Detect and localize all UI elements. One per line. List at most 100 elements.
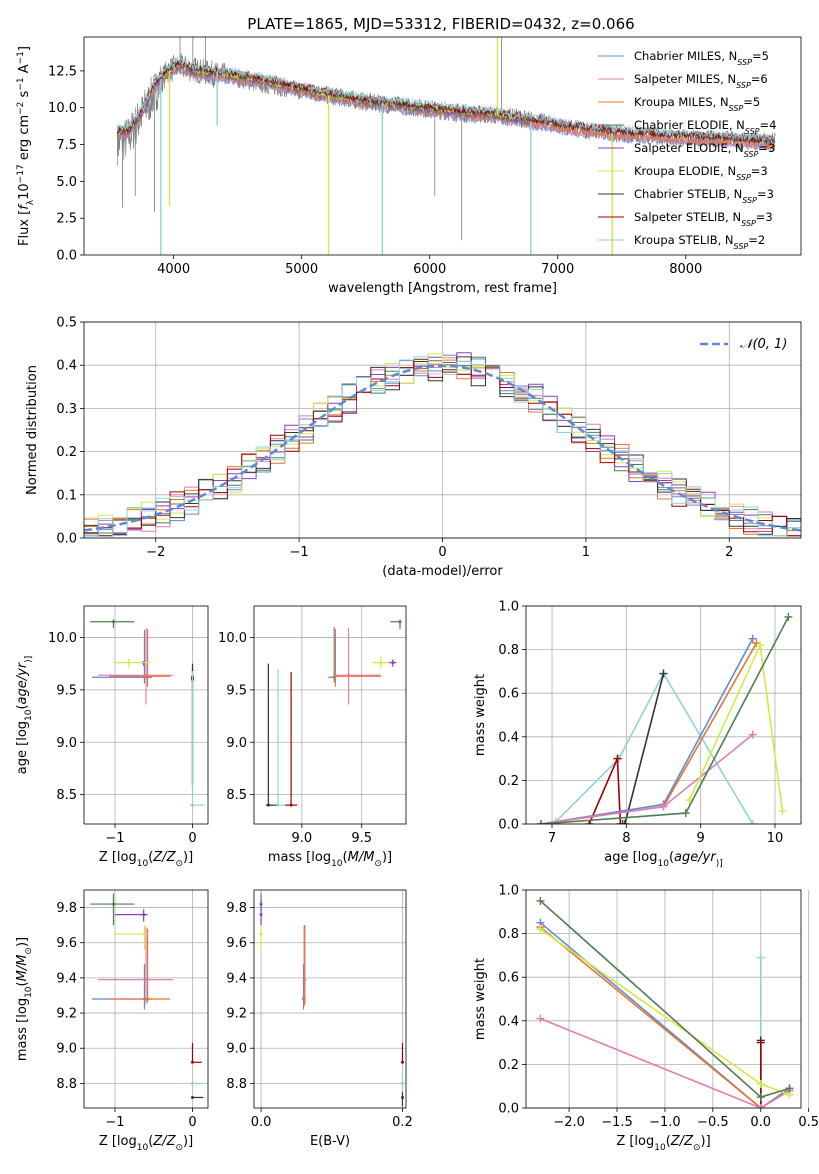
figure-title: PLATE=1865, MJD=53312, FIBERID=0432, z=0… xyxy=(247,15,634,33)
legend-subscript: SSP xyxy=(736,81,751,90)
y-axis-label-part: −1 xyxy=(16,51,26,64)
x-axis-label-part: Z [log xyxy=(99,1134,137,1149)
legend-label-normal: 𝒩(0, 1) xyxy=(740,337,787,352)
data-point xyxy=(144,978,148,982)
y-axis-label-part: )] xyxy=(15,937,30,947)
data-point xyxy=(111,902,115,906)
y-tick-label: 0.0 xyxy=(56,249,77,264)
model-spectrum-line xyxy=(116,63,533,138)
data-point xyxy=(146,997,150,1001)
x-axis-label-part: age/yr xyxy=(674,850,717,865)
x-axis-label-part: 10 xyxy=(658,859,670,869)
x-axis-label: wavelength [Angstrom, rest frame] xyxy=(328,281,557,296)
x-tick-label: −2 xyxy=(146,545,165,560)
y-tick-label: 9.4 xyxy=(226,971,247,986)
x-axis-label-part: Z [log xyxy=(616,1134,654,1149)
x-tick-label: 7000 xyxy=(541,262,574,277)
x-axis-label-part: 10 xyxy=(654,1143,666,1153)
y-tick-label: 9.8 xyxy=(226,901,247,916)
x-tick-label: 1 xyxy=(582,545,590,560)
y-axis-label: mass weight xyxy=(473,674,488,756)
x-tick-label: 5000 xyxy=(285,262,318,277)
x-tick-label: 9 xyxy=(697,831,705,846)
y-axis-label-part: )] xyxy=(24,656,34,663)
x-axis-label-part: Z/Z xyxy=(152,850,176,865)
y-tick-label: 0.8 xyxy=(498,927,519,942)
x-axis-label-part: Z/Z xyxy=(670,1134,694,1149)
y-tick-label: 9.2 xyxy=(226,1007,247,1022)
axes-frame xyxy=(253,605,407,825)
y-tick-label: 9.4 xyxy=(56,971,77,986)
y-axis-label-part: f xyxy=(17,203,32,210)
legend-nssp: =2 xyxy=(748,233,765,247)
data-point xyxy=(276,803,280,807)
plot-area-weight_vs_Z xyxy=(536,896,794,1108)
plot-area-age_vs_mass xyxy=(265,619,402,807)
x-tick-label: 0 xyxy=(188,1115,196,1130)
x-axis-label: (data-model)/error xyxy=(382,564,503,579)
x-tick-label: 9.0 xyxy=(292,831,313,846)
y-axis-label-part: −2 xyxy=(16,102,26,115)
legend-subscript: SSP xyxy=(741,219,756,228)
legend-label: Chabrier STELIB, NSSP=3 xyxy=(634,187,774,205)
normal-reference-curve xyxy=(84,364,801,532)
x-tick-label: 8 xyxy=(622,831,630,846)
y-tick-label: 1.0 xyxy=(498,884,519,899)
x-axis-label-part: )] xyxy=(183,850,193,865)
x-tick-label: −1 xyxy=(290,545,309,560)
data-point xyxy=(127,661,131,665)
y-tick-label: 9.6 xyxy=(56,936,77,951)
y-tick-label: 8.8 xyxy=(56,1077,77,1092)
x-axis-label-part: 10 xyxy=(137,1143,149,1153)
y-tick-label: 2.5 xyxy=(56,212,77,227)
y-tick-label: 9.0 xyxy=(56,1042,77,1057)
data-point xyxy=(146,674,150,678)
x-axis-label-part: ⊙ xyxy=(175,859,183,869)
x-axis-label-part: ⊙ xyxy=(693,1143,701,1153)
y-axis-label-part: Flux [ xyxy=(17,210,32,246)
x-axis-label: Z [log10(Z/Z⊙)] xyxy=(99,1134,193,1153)
residual-histogram xyxy=(84,356,801,537)
y-axis-label-part: s xyxy=(17,90,32,101)
x-axis-label-part: Z [log xyxy=(99,850,137,865)
x-tick-label: 0.2 xyxy=(392,1115,413,1130)
x-axis-label: age [log10(age/yr)] xyxy=(604,850,722,869)
x-tick-label: 6000 xyxy=(413,262,446,277)
x-axis-label-part: ( xyxy=(343,850,348,865)
panel-residuals: −2 −1 0 1 2 0.0 0.1 0.2 0.3 0.4 0.5 (data-model)/er… xyxy=(25,316,802,579)
plot-area-mass_vs_ebv xyxy=(259,893,404,1107)
x-tick-label: 4000 xyxy=(157,262,190,277)
legend-nssp: =3 xyxy=(758,141,775,155)
x-tick-label: −1 xyxy=(105,1115,124,1130)
data-point xyxy=(400,1081,404,1085)
x-tick-label: −0.5 xyxy=(697,1115,729,1130)
x-tick-label: 0.0 xyxy=(750,1115,771,1130)
y-axis-label-part: ( xyxy=(15,704,30,709)
y-tick-label: 0.0 xyxy=(498,1102,519,1117)
y-tick-label: 1.0 xyxy=(498,600,519,615)
y-axis-label-part: ] xyxy=(17,46,32,51)
x-axis-label: mass [log10(M/M⊙)] xyxy=(268,850,392,869)
x-axis-label-part: ⊙ xyxy=(374,859,382,869)
x-axis-label: Z [log10(Z/Z⊙)] xyxy=(616,1134,710,1153)
panel-weight_vs_Z: −2.0 −1.5 −1.0 −0.5 0.0 0.5 0.0 0.2 0.4 0.6 0.8 1.0… xyxy=(473,884,819,1154)
y-tick-label: 0.0 xyxy=(498,818,519,833)
x-axis-label-part: )] xyxy=(183,1134,193,1149)
data-point xyxy=(259,932,263,936)
y-tick-label: 0.3 xyxy=(56,402,77,417)
panel-age_vs_Z: −1 08.59.09.510.0Z [log10(Z/Z⊙)]age [log1… xyxy=(15,605,209,869)
y-tick-label: 0.4 xyxy=(498,1014,519,1029)
data-point xyxy=(266,803,270,807)
y-axis-label-part: 10 xyxy=(24,986,34,998)
y-axis-label-part: ( xyxy=(15,981,30,986)
y-tick-label: 0.5 xyxy=(56,316,77,331)
x-axis-label-part: )] xyxy=(701,1134,711,1149)
legend-label: Salpeter STELIB, NSSP=3 xyxy=(634,210,773,228)
axes-frame xyxy=(525,889,802,1109)
y-tick-label: 0.8 xyxy=(498,643,519,658)
legend-subscript: SSP xyxy=(737,58,752,67)
y-tick-label: 9.0 xyxy=(56,736,77,751)
x-axis-label-part: ( xyxy=(666,1134,671,1149)
x-tick-label: 0 xyxy=(188,831,196,846)
